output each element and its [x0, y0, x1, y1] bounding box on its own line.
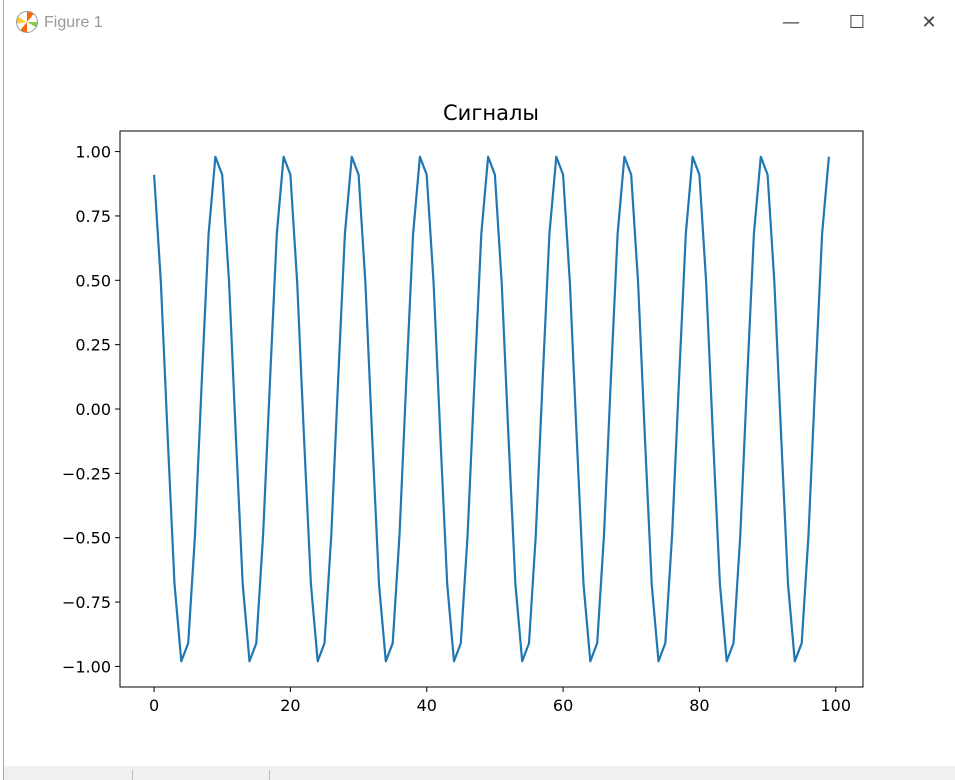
y-tick-label: 0.00 — [75, 400, 111, 419]
navigation-toolbar — [4, 766, 955, 780]
chart: Сигналы 0 20 40 60 80 100 1.00 0.75 0.50 0.25 0.00… — [62, 101, 864, 715]
y-tick-label: −0.75 — [62, 593, 111, 612]
chart-title: Сигналы — [443, 101, 539, 125]
toolbar-separator — [269, 770, 270, 780]
y-tick-label: 0.75 — [75, 207, 111, 226]
matplotlib-logo-icon — [16, 11, 38, 33]
title-bar: Figure 1 — ☐ ✕ — [4, 0, 955, 45]
y-tick-label: −0.25 — [62, 464, 111, 483]
x-tick-label: 40 — [417, 696, 437, 715]
minimize-button[interactable]: — — [782, 12, 800, 33]
y-tick-label: −1.00 — [62, 657, 111, 676]
y-tick-label: −0.50 — [62, 529, 111, 548]
x-tick-label: 20 — [280, 696, 300, 715]
window-title: Figure 1 — [44, 14, 103, 31]
x-tick-label: 80 — [689, 696, 709, 715]
y-tick-label: 0.50 — [75, 271, 111, 290]
y-tick-label: 0.25 — [75, 336, 111, 355]
figure-window: Figure 1 — ☐ ✕ — [3, 0, 955, 780]
x-tick-label: 0 — [149, 696, 159, 715]
x-tick-label: 60 — [553, 696, 573, 715]
x-tick-label: 100 — [820, 696, 851, 715]
maximize-button[interactable]: ☐ — [848, 12, 866, 33]
series-line — [153, 155, 830, 663]
close-button[interactable]: ✕ — [921, 12, 937, 33]
toolbar-separator — [132, 770, 133, 780]
axes-frame — [119, 130, 864, 688]
y-tick-label: 1.00 — [75, 143, 111, 162]
